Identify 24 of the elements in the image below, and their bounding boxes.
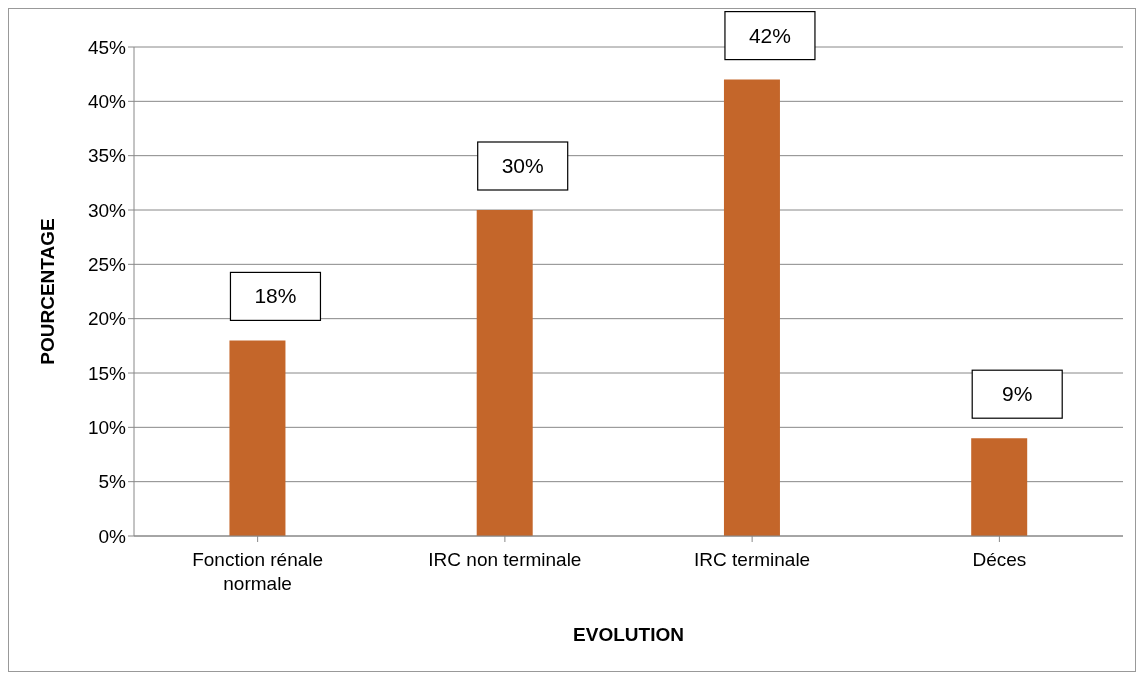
- data-label: 42%: [748, 23, 791, 47]
- y-tick-label: 15%: [87, 362, 127, 384]
- y-tick-label: 20%: [87, 308, 127, 330]
- bar: [476, 210, 533, 536]
- y-tick-label: 10%: [87, 417, 127, 439]
- x-axis-title: EVOLUTION: [573, 624, 684, 645]
- data-label: 18%: [254, 284, 297, 308]
- x-tick-label: IRC non terminale: [428, 549, 582, 570]
- x-tick-label: IRC terminale: [694, 549, 811, 570]
- y-tick-label: 25%: [87, 254, 127, 276]
- data-label: 9%: [1002, 382, 1033, 406]
- y-axis-title: POURCENTAGE: [36, 218, 58, 365]
- bar: [971, 438, 1028, 536]
- y-tick-label: 40%: [87, 91, 127, 113]
- y-tick-label: 30%: [87, 199, 127, 221]
- y-tick-label: 45%: [87, 36, 127, 58]
- y-tick-label: 0%: [98, 525, 127, 547]
- x-tick-label: Fonction rénale normale: [192, 549, 324, 594]
- data-label: 30%: [501, 154, 544, 177]
- y-tick-label: 5%: [98, 471, 127, 493]
- bar: [723, 79, 780, 536]
- y-tick-label: 35%: [87, 145, 127, 167]
- bar: [229, 340, 286, 536]
- x-tick-label: Déces: [972, 549, 1027, 570]
